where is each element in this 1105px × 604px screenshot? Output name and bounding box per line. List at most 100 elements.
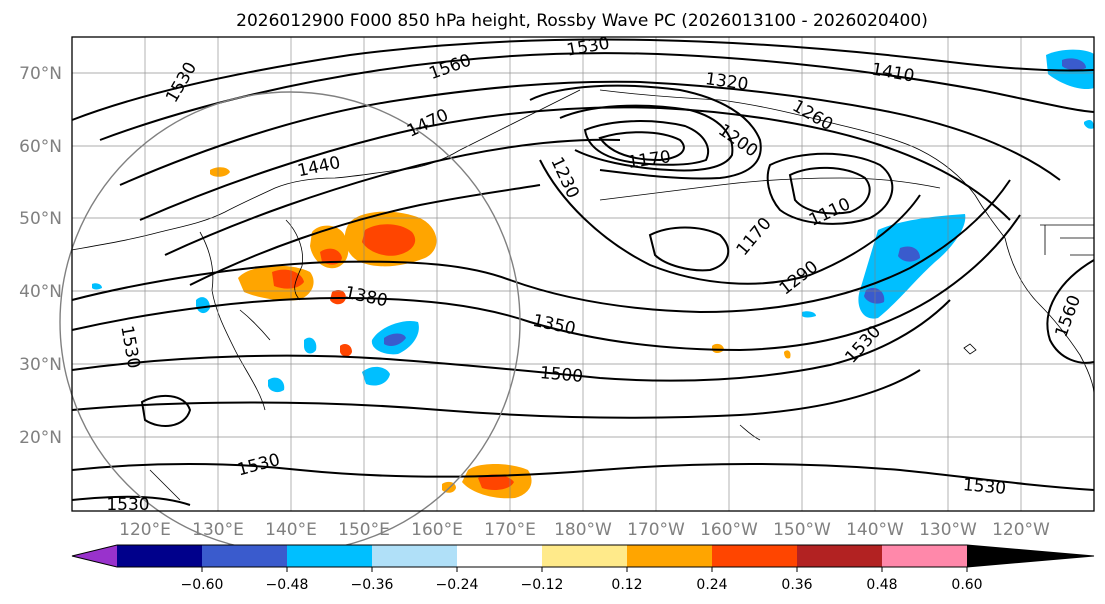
negative-anomaly-6 bbox=[268, 377, 285, 393]
colorbar-tick-label: 0.24 bbox=[696, 577, 727, 593]
colorbar-extend-low bbox=[72, 545, 117, 567]
longitude-axis: 120°E 130°E 140°E 150°E 160°E 170°E 180°… bbox=[119, 520, 1050, 540]
colorbar-tick-label: −0.24 bbox=[436, 577, 479, 593]
contour-1560-east bbox=[1046, 259, 1095, 364]
lat-lon-grid bbox=[72, 37, 1094, 511]
colorbar-segment bbox=[542, 545, 627, 567]
philippines-outline bbox=[149, 469, 181, 501]
negative-anomaly-7 bbox=[196, 297, 210, 314]
ryukyu-islands bbox=[239, 309, 271, 341]
plot-frame bbox=[71, 36, 1095, 512]
negative-anomaly-9 bbox=[802, 311, 816, 318]
colorbar-tick-label: −0.48 bbox=[266, 577, 309, 593]
isolated-contour-marker bbox=[963, 343, 977, 355]
positive-anomaly-1-core bbox=[362, 224, 416, 256]
lat-label: 30°N bbox=[19, 355, 62, 375]
contour-1530-north bbox=[71, 38, 1095, 121]
colorbar-ticks bbox=[201, 567, 968, 572]
contour-label: 1500 bbox=[539, 363, 584, 387]
colorbar-segment bbox=[712, 545, 797, 567]
map-title: 2026012900 F000 850 hPa height, Rossby W… bbox=[236, 11, 928, 31]
colorbar-tick-label: −0.36 bbox=[351, 577, 394, 593]
lon-label: 160°E bbox=[411, 520, 463, 540]
lon-label: 140°W bbox=[846, 520, 904, 540]
colorbar-segment bbox=[627, 545, 712, 567]
height-contours bbox=[71, 38, 1095, 506]
hawaii-islands bbox=[739, 424, 761, 441]
contour-1110-outer bbox=[766, 152, 894, 225]
positive-anomaly-10 bbox=[784, 350, 791, 359]
negative-anomaly-10 bbox=[1084, 120, 1094, 129]
colorbar-segment bbox=[882, 545, 967, 567]
contour-1200 bbox=[583, 120, 710, 166]
lon-label: 130°E bbox=[192, 520, 244, 540]
lon-label: 150°E bbox=[338, 520, 390, 540]
alaska-coast bbox=[599, 89, 1006, 239]
contour-1530-south bbox=[71, 369, 921, 419]
colorbar-tick-label: 0.36 bbox=[781, 577, 812, 593]
colorbar-segment bbox=[372, 545, 457, 567]
lat-label: 60°N bbox=[19, 137, 62, 157]
lat-label: 50°N bbox=[19, 209, 62, 229]
colorbar-tick-label: −0.60 bbox=[181, 577, 224, 593]
colorbar-segment bbox=[287, 545, 372, 567]
contour-1500 bbox=[71, 299, 951, 382]
lon-label: 120°W bbox=[992, 520, 1050, 540]
contour-1530-lower bbox=[71, 463, 1095, 491]
negative-anomaly-2-core bbox=[1062, 58, 1086, 71]
colorbar-tick-label: −0.12 bbox=[521, 577, 564, 593]
contour-1560 bbox=[99, 52, 1095, 141]
colorbar-extend-high bbox=[967, 545, 1094, 567]
lat-label: 40°N bbox=[19, 282, 62, 302]
coastlines bbox=[71, 89, 1095, 501]
lon-label: 150°W bbox=[773, 520, 831, 540]
contour-1170-north bbox=[598, 131, 685, 162]
asia-coast-east bbox=[199, 231, 266, 411]
contour-1470 bbox=[119, 80, 1061, 186]
lon-label: 140°E bbox=[265, 520, 317, 540]
contour-label: 1530 bbox=[962, 475, 1007, 499]
lon-label: 170°W bbox=[627, 520, 685, 540]
contour-1260 bbox=[559, 104, 734, 172]
contour-1410-west bbox=[164, 138, 621, 256]
lat-label: 20°N bbox=[19, 428, 62, 448]
contour-1530-bottom-left bbox=[71, 495, 191, 506]
lon-label: 180°W bbox=[554, 520, 612, 540]
contour-1440 bbox=[139, 106, 1011, 221]
contour-1320 bbox=[529, 84, 762, 180]
negative-anomaly-4 bbox=[362, 366, 390, 386]
contour-1170-south bbox=[648, 226, 730, 272]
contour-1230 bbox=[539, 159, 921, 285]
negative-anomaly-1-core-2 bbox=[864, 287, 885, 304]
positive-anomaly-3-core bbox=[272, 269, 304, 289]
colorbar-tick-label: 0.48 bbox=[866, 577, 897, 593]
contour-closed-west bbox=[140, 394, 192, 427]
positive-anomaly-8 bbox=[210, 167, 230, 177]
colorbar: −0.60 −0.48 −0.36 −0.24 −0.12 0.12 0.24 … bbox=[71, 544, 1095, 593]
colorbar-segment bbox=[117, 545, 202, 567]
negative-anomaly-5 bbox=[304, 337, 317, 354]
state-borders bbox=[1044, 225, 1094, 256]
contour-1350 bbox=[71, 179, 1011, 314]
colorbar-segment bbox=[457, 545, 542, 567]
lon-label: 170°E bbox=[484, 520, 536, 540]
contour-1110-inner bbox=[788, 166, 871, 215]
colorbar-segment bbox=[797, 545, 882, 567]
contour-1290 bbox=[71, 214, 1021, 352]
negative-anomaly-8 bbox=[92, 283, 102, 290]
aleutian-chain bbox=[599, 177, 941, 201]
colorbar-tick-label: 0.12 bbox=[611, 577, 642, 593]
positive-anomaly-5 bbox=[340, 344, 352, 357]
lat-label: 70°N bbox=[19, 64, 62, 84]
north-america-west-coast bbox=[1004, 237, 1095, 396]
lon-label: 120°E bbox=[119, 520, 171, 540]
contour-1380 bbox=[189, 184, 541, 286]
positive-anomaly-6-core bbox=[478, 474, 514, 490]
latitude-axis: 70°N 60°N 50°N 40°N 30°N 20°N bbox=[19, 64, 62, 448]
lon-label: 130°W bbox=[919, 520, 977, 540]
map-plot: 1530 1560 1530 1320 1410 1260 1470 1200 … bbox=[59, 33, 1095, 553]
colorbar-outline bbox=[71, 544, 1095, 568]
negative-anomaly-1-core bbox=[898, 246, 920, 262]
lon-label: 160°W bbox=[700, 520, 758, 540]
